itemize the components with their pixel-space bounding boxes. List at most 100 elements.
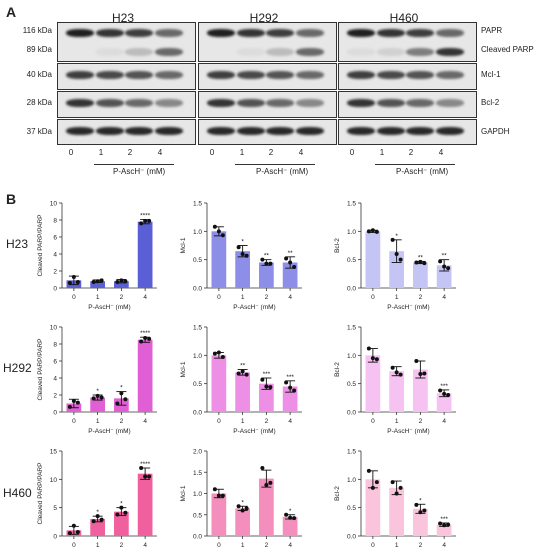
data-point	[370, 485, 375, 490]
kda-label: 40 kDa	[26, 70, 52, 79]
data-point	[220, 355, 225, 360]
x-tick-label: 1	[395, 294, 399, 301]
y-axis-label: Cleaved PARP/PARP	[37, 463, 44, 525]
data-point	[288, 260, 293, 265]
data-point	[292, 388, 297, 393]
treatment-bracket	[375, 164, 455, 165]
protein-band	[377, 29, 405, 37]
data-point	[95, 514, 100, 519]
data-point	[91, 280, 96, 285]
data-point	[268, 385, 273, 390]
protein-band	[237, 99, 265, 107]
protein-band	[96, 48, 124, 56]
data-point	[95, 393, 100, 398]
blot-strip	[57, 119, 196, 145]
cell-line-title-h292: H292	[249, 11, 279, 25]
treatment-label: P-AscH⁻ (mM)	[396, 167, 449, 176]
data-point	[75, 530, 80, 535]
lane-label: 1	[98, 148, 104, 157]
y-tick-label: 10	[50, 477, 58, 484]
protein-band	[66, 99, 94, 107]
protein-band	[347, 29, 375, 37]
data-point	[91, 519, 96, 524]
significance-label: *	[289, 508, 292, 515]
data-point	[394, 252, 399, 256]
data-point	[119, 505, 124, 510]
data-point	[240, 252, 245, 256]
protein-band	[96, 127, 124, 135]
x-tick-label: 1	[96, 294, 100, 301]
lane-label: 0	[209, 148, 215, 157]
significance-label: **	[418, 254, 424, 261]
x-tick-label: 4	[143, 542, 147, 549]
data-point	[115, 280, 120, 285]
y-tick-label: 1.0	[193, 229, 202, 236]
x-tick-label: 4	[442, 294, 446, 301]
significance-label: *	[96, 388, 99, 395]
data-point	[75, 400, 80, 405]
data-point	[442, 264, 447, 269]
protein-band	[96, 29, 124, 37]
data-point	[418, 372, 423, 377]
panel-b-letter: B	[6, 191, 17, 207]
y-tick-label: 1.5	[193, 325, 202, 332]
y-tick-label: 0	[53, 534, 57, 541]
data-point	[264, 384, 269, 389]
significance-label: ****	[140, 213, 151, 220]
protein-band	[96, 71, 124, 79]
bar	[235, 251, 250, 288]
significance-label: ***	[440, 383, 448, 390]
protein-band	[66, 71, 94, 79]
data-point	[244, 253, 249, 258]
data-point	[236, 371, 241, 376]
data-point	[115, 512, 120, 517]
data-point	[374, 229, 379, 234]
protein-band	[207, 127, 235, 135]
bar	[211, 355, 227, 412]
x-tick-label: 1	[241, 294, 245, 301]
data-point	[292, 516, 297, 521]
bar	[211, 231, 227, 288]
protein-band	[155, 71, 183, 79]
x-tick-label: 1	[96, 542, 100, 549]
protein-band	[207, 29, 235, 37]
data-point	[284, 380, 289, 385]
data-point	[143, 336, 148, 341]
data-point	[119, 391, 124, 396]
protein-band	[436, 48, 464, 56]
x-tick-label: 0	[371, 294, 375, 301]
x-tick-label: 2	[265, 418, 269, 425]
data-point	[216, 229, 221, 234]
bar	[282, 386, 298, 412]
kda-label: 89 kDa	[26, 45, 52, 54]
data-point	[284, 256, 289, 261]
kda-label: 28 kDa	[26, 98, 52, 107]
y-tick-label: 1.5	[347, 201, 356, 208]
protein-band	[347, 99, 375, 107]
significance-label: ***	[440, 516, 448, 523]
row-label-h23: H23	[6, 237, 29, 251]
protein-band	[266, 71, 294, 79]
x-tick-label: 2	[120, 294, 124, 301]
data-point	[123, 397, 128, 402]
data-point	[288, 515, 293, 520]
data-point	[288, 385, 293, 390]
significance-label: *	[120, 501, 123, 508]
data-point	[212, 351, 217, 356]
significance-label: *	[96, 509, 99, 516]
protein-band	[237, 48, 265, 56]
y-axis-label: Mcl-1	[180, 485, 187, 501]
data-point	[422, 508, 427, 513]
data-point	[71, 274, 76, 279]
y-axis-label: Bcl-2	[334, 486, 341, 501]
blot-strip	[198, 91, 337, 118]
x-tick-label: 0	[72, 542, 76, 549]
y-axis-label: Cleaved PARP/PARP	[37, 339, 44, 401]
x-tick-label: 1	[395, 542, 399, 549]
x-tick-label: 4	[143, 294, 147, 301]
lane-label: 4	[438, 148, 444, 157]
data-point	[71, 398, 76, 403]
protein-band	[347, 71, 375, 79]
lane-label: 0	[68, 148, 74, 157]
bar	[137, 221, 153, 288]
